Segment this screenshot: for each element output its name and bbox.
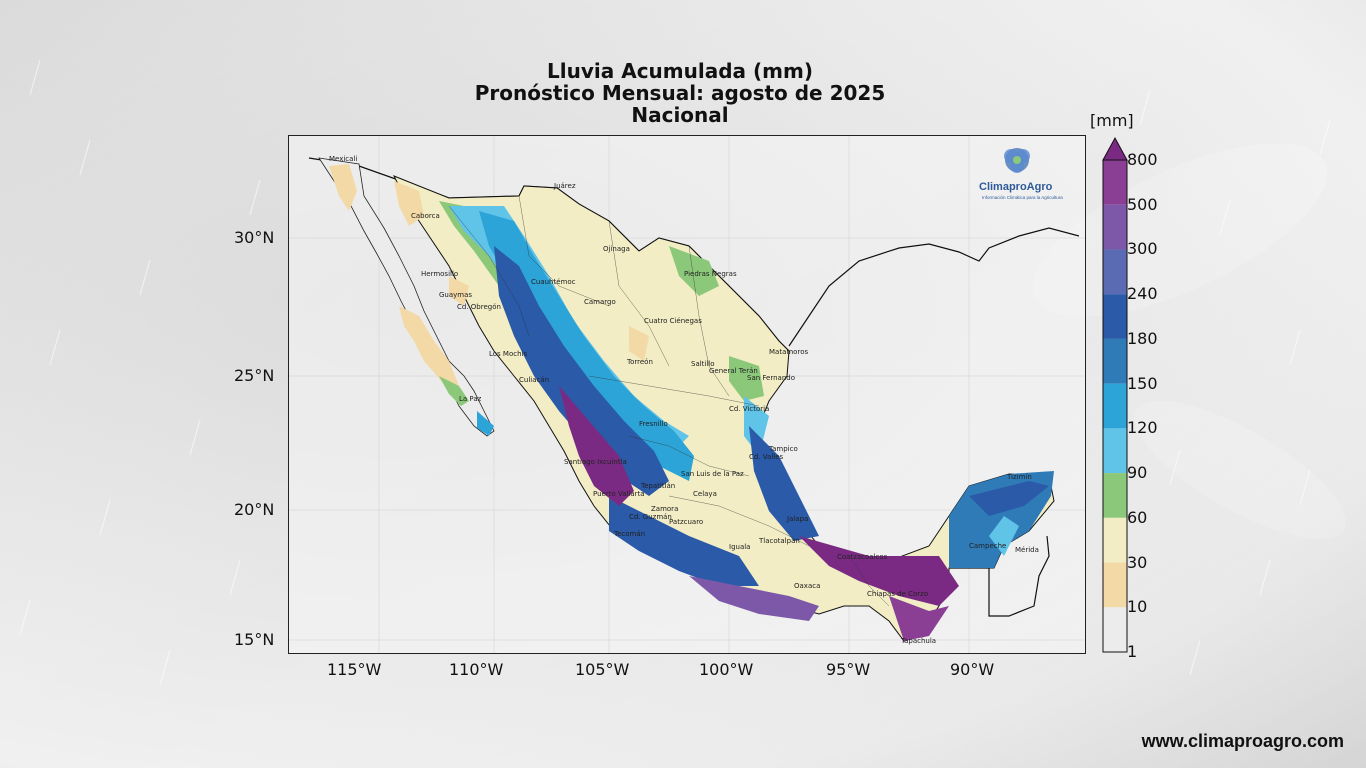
baja-california-region [318, 157, 495, 437]
title-line-2: Pronóstico Mensual: agosto de 2025 [474, 81, 886, 105]
city-label: Culiacán [519, 376, 549, 384]
city-label: Matamoros [769, 348, 808, 356]
colorbar-segment [1103, 294, 1127, 339]
lon-tick-label: 100°W [699, 660, 754, 679]
colorbar-segment [1103, 473, 1127, 518]
city-label: Guaymas [439, 291, 472, 299]
city-label: La Paz [459, 395, 482, 403]
city-label: Cd. Valles [749, 453, 784, 461]
city-label: Iguala [729, 543, 750, 551]
lat-tick-label: 20°N [234, 500, 275, 519]
city-label: Mexicali [329, 155, 357, 163]
city-label: Piedras Negras [684, 270, 737, 278]
colorbar-tick-label: 30 [1127, 552, 1148, 572]
city-label: Tizimín [1006, 473, 1032, 481]
colorbar-tick-label: 90 [1127, 463, 1148, 483]
lon-tick-label: 115°W [327, 660, 382, 679]
colorbar-segment [1103, 160, 1127, 205]
colorbar-segment [1103, 383, 1127, 429]
lon-tick-label: 95°W [826, 660, 871, 679]
city-label: Cd. Victoria [729, 405, 769, 413]
city-label: Tampico [768, 445, 798, 453]
colorbar-tick-label: 300 [1127, 239, 1158, 259]
mexico-rainfall-map: Mexicali Juárez Caborca Hermosillo Ojina… [289, 136, 1085, 653]
colorbar-tick-label: 180 [1127, 328, 1158, 348]
city-label: Jalapa [786, 515, 808, 523]
lon-tick-label: 90°W [950, 660, 995, 679]
city-label: Tepatitlán [640, 482, 675, 490]
city-label: Chiapas de Corzo [867, 590, 928, 598]
colorbar-tick-label: 800 [1127, 150, 1158, 169]
city-label: Fresnillo [639, 420, 668, 428]
lat-tick-label: 30°N [234, 228, 275, 247]
colorbar-tick-label: 150 [1127, 373, 1158, 393]
lon-tick-label: 105°W [575, 660, 630, 679]
city-label: Oaxaca [794, 582, 820, 590]
city-label: Camargo [584, 298, 616, 306]
city-label: Juárez [553, 182, 576, 190]
city-label: General Terán [709, 367, 758, 375]
climaproagro-logo: ClimaproAgro Información Climática para … [979, 148, 1063, 200]
colorbar-unit: [mm] [1090, 111, 1134, 130]
logo-tagline: Información Climática para la Agricultur… [982, 195, 1063, 200]
colorbar-segment [1103, 338, 1127, 384]
city-label: Patzcuaro [669, 518, 703, 526]
city-label: Zamora [651, 505, 678, 513]
mainland-mexico-region [392, 175, 1055, 642]
city-label: Saltillo [691, 360, 715, 368]
colorbar-tick-label: 120 [1127, 418, 1158, 438]
city-label: Tlacotalpan [758, 537, 800, 545]
map-panel: Mexicali Juárez Caborca Hermosillo Ojina… [288, 135, 1086, 654]
colorbar-segment [1103, 204, 1127, 250]
city-label: Coatzacoalcos [837, 553, 888, 561]
colorbar-tick-label: 60 [1127, 507, 1148, 527]
colorbar-segment [1103, 517, 1127, 563]
colorbar-border [1102, 159, 1128, 653]
city-label: Caborca [411, 212, 440, 220]
city-label: Cuatro Ciénegas [644, 317, 702, 325]
city-label: Hermosillo [421, 270, 458, 278]
colorbar [1102, 136, 1128, 653]
lat-tick-label: 15°N [234, 630, 275, 649]
city-label: San Fernando [747, 374, 795, 382]
lon-tick-label: 110°W [449, 660, 504, 679]
colorbar-tick-label: 240 [1127, 284, 1158, 304]
city-label: Cuauhtémoc [531, 278, 576, 286]
website-url: www.climaproagro.com [1141, 731, 1344, 751]
logo-name: ClimaproAgro [979, 181, 1053, 193]
colorbar-segment [1103, 249, 1127, 295]
colorbar-segment [1103, 428, 1127, 474]
title-line-1: Lluvia Acumulada (mm) [547, 59, 813, 83]
colorbar-tick-label: 1 [1127, 642, 1138, 661]
colorbar-segment [1103, 562, 1127, 608]
city-label: Tapachula [900, 637, 936, 645]
colorbar-tick-label: 500 [1127, 194, 1158, 214]
city-label: Mérida [1015, 546, 1039, 554]
city-labels: Mexicali Juárez Caborca Hermosillo Ojina… [329, 155, 1039, 645]
city-label: Cd. Obregón [457, 303, 501, 311]
city-label: Tecomán [613, 530, 645, 538]
chart-title: Lluvia Acumulada (mm) Pronóstico Mensual… [410, 60, 950, 126]
city-label: Santiago Ixcuintla [564, 458, 627, 466]
city-label: Los Mochis [489, 350, 527, 358]
colorbar-extension-arrow [1102, 136, 1128, 161]
city-label: San Luis de la Paz [681, 470, 744, 478]
colorbar-segment [1103, 607, 1127, 652]
city-label: Torreón [626, 358, 653, 366]
city-label: Celaya [693, 490, 717, 498]
city-label: Ojinaga [603, 245, 630, 253]
colorbar-tick-label: 10 [1127, 597, 1148, 617]
title-line-3: Nacional [631, 103, 729, 127]
lat-tick-label: 25°N [234, 366, 275, 385]
city-label: Puerto Vallarta [593, 490, 645, 498]
city-label: Campeche [969, 542, 1006, 550]
city-label: Cd. Guzmán [629, 513, 672, 521]
